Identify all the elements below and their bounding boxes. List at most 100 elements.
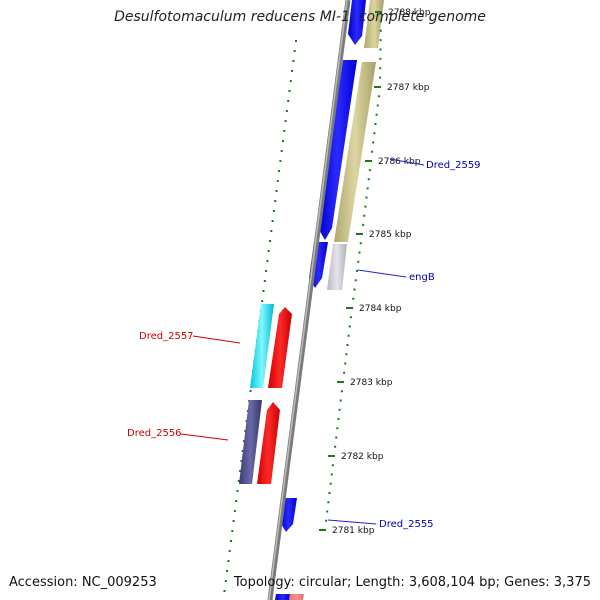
gene-label-dred-2559[interactable]: Dred_2559 [426, 160, 481, 171]
ruler-label: 2784 kbp [359, 304, 402, 314]
gc-skew-mark [240, 460, 243, 462]
backbone-line [267, 0, 351, 600]
gc-skew-mark [295, 40, 297, 42]
ruler-minor-tick [368, 169, 371, 172]
leader-dred-2556 [180, 433, 229, 441]
cog-track [239, 0, 384, 484]
ruler-label: 2781 kbp [332, 526, 375, 536]
ruler-minor-tick [379, 20, 382, 23]
ruler-minor-tick [364, 205, 367, 208]
gc-skew-mark [227, 560, 230, 562]
gc-skew-mark [292, 60, 295, 62]
ruler-label: 2787 kbp [387, 83, 430, 93]
ruler-minor-tick [371, 150, 374, 153]
ruler-minor-tick [337, 418, 340, 420]
gc-skew-mark [282, 140, 284, 142]
ruler-minor-tick [379, 29, 382, 32]
gene-label-dred-2557[interactable]: Dred_2557 [139, 331, 194, 342]
ruler-minor-tick [367, 178, 370, 181]
ruler-minor-tick [330, 473, 333, 476]
cog-feature-grey [327, 244, 347, 290]
ruler-minor-tick [365, 196, 368, 199]
ruler-minor-tick [343, 371, 346, 374]
gc-skew-mark [263, 280, 266, 282]
gene-label-dred-2556[interactable]: Dred_2556 [127, 428, 182, 439]
cds-dred-2559 [318, 60, 357, 240]
ruler-minor-tick [363, 214, 366, 217]
cog-feature-navy [239, 400, 262, 484]
gc-skew-mark [244, 430, 247, 432]
accession-text: Accession: NC_009253 [9, 575, 157, 590]
forward-cds-track [257, 307, 304, 600]
gc-skew-mark [266, 260, 269, 262]
ruler-minor-tick [328, 492, 331, 494]
gc-skew-mark [241, 450, 244, 452]
gc-skew-mark [267, 250, 270, 252]
leader-dred-2555 [327, 519, 377, 525]
gc-skew-mark [287, 100, 290, 102]
cog-feature-tan [334, 62, 376, 242]
ruler-minor-tick [379, 48, 382, 51]
ruler-minor-tick [373, 132, 376, 135]
leader-dred-2557 [192, 335, 241, 344]
gc-skew-mark [289, 80, 292, 82]
gc-skew-mark [283, 130, 286, 132]
ruler-minor-tick [339, 399, 342, 402]
ruler-minor-tick [340, 390, 343, 393]
gc-skew-mark [239, 470, 242, 472]
gc-skew-mark [224, 580, 227, 582]
gc-skew-mark [233, 510, 236, 512]
gc-skew-mark [274, 200, 277, 202]
leader-engb [357, 269, 407, 278]
ruler-minor-tick [379, 57, 382, 60]
gc-skew-mark [285, 110, 288, 112]
gene-label-engb[interactable]: engB [409, 272, 435, 283]
ruler-minor-tick [372, 141, 375, 144]
backbone [267, 0, 351, 600]
ruler-label: 2786 kbp [378, 157, 421, 167]
gc-skew-mark [270, 230, 273, 232]
gc-skew-mark [228, 550, 231, 552]
ruler-minor-tick [377, 95, 380, 98]
gene-labels: Dred_2559 engB Dred_2557 Dred_2556 Dred_… [127, 158, 481, 530]
ruler-minor-tick [352, 297, 355, 300]
ruler-minor-tick [335, 436, 338, 439]
gc-skew-mark [275, 190, 278, 192]
gc-skew-mark [226, 570, 229, 572]
ruler-minor-tick [358, 251, 361, 254]
ruler-minor-tick [345, 353, 348, 356]
ruler-minor-tick [375, 113, 378, 116]
kbp-ruler: 2788 kbp 2787 kbp 2786 kbp 2785 kbp 2784 kbp… [319, 8, 431, 536]
ruler-minor-tick [356, 270, 358, 272]
ruler-minor-tick [326, 510, 329, 513]
ruler-minor-tick [329, 482, 332, 485]
gc-skew-mark [288, 90, 291, 92]
ruler-minor-tick [348, 325, 351, 328]
gc-skew-mark [265, 270, 268, 272]
cds-dred-2557 [268, 307, 292, 388]
ruler-minor-tick [353, 288, 356, 291]
gc-skew-mark [284, 120, 287, 122]
ruler-minor-tick [336, 427, 339, 430]
ruler-minor-tick [376, 104, 379, 107]
ruler-minor-tick [338, 408, 341, 411]
ruler-minor-tick [331, 464, 334, 467]
gc-skew-mark [249, 390, 252, 392]
gc-skew-mark [223, 590, 226, 592]
ruler-minor-tick [357, 260, 360, 263]
gc-skew-mark [291, 70, 294, 72]
gc-skew-mark [272, 210, 275, 212]
cog-feature-cyan [250, 304, 274, 388]
ruler-label: 2788 kbp [388, 8, 431, 18]
gc-skew-mark [230, 540, 232, 542]
gc-skew-mark [276, 180, 279, 182]
gc-skew-mark [280, 150, 283, 152]
cds-dred-2556 [257, 402, 280, 484]
gc-skew-mark [236, 490, 239, 492]
genome-stats-text: Topology: circular; Length: 3,608,104 bp… [233, 575, 591, 590]
ruler-minor-tick [344, 362, 347, 365]
gc-skew-mark [279, 160, 282, 162]
ruler-minor-tick [379, 76, 382, 79]
gene-label-dred-2555[interactable]: Dred_2555 [379, 519, 434, 530]
